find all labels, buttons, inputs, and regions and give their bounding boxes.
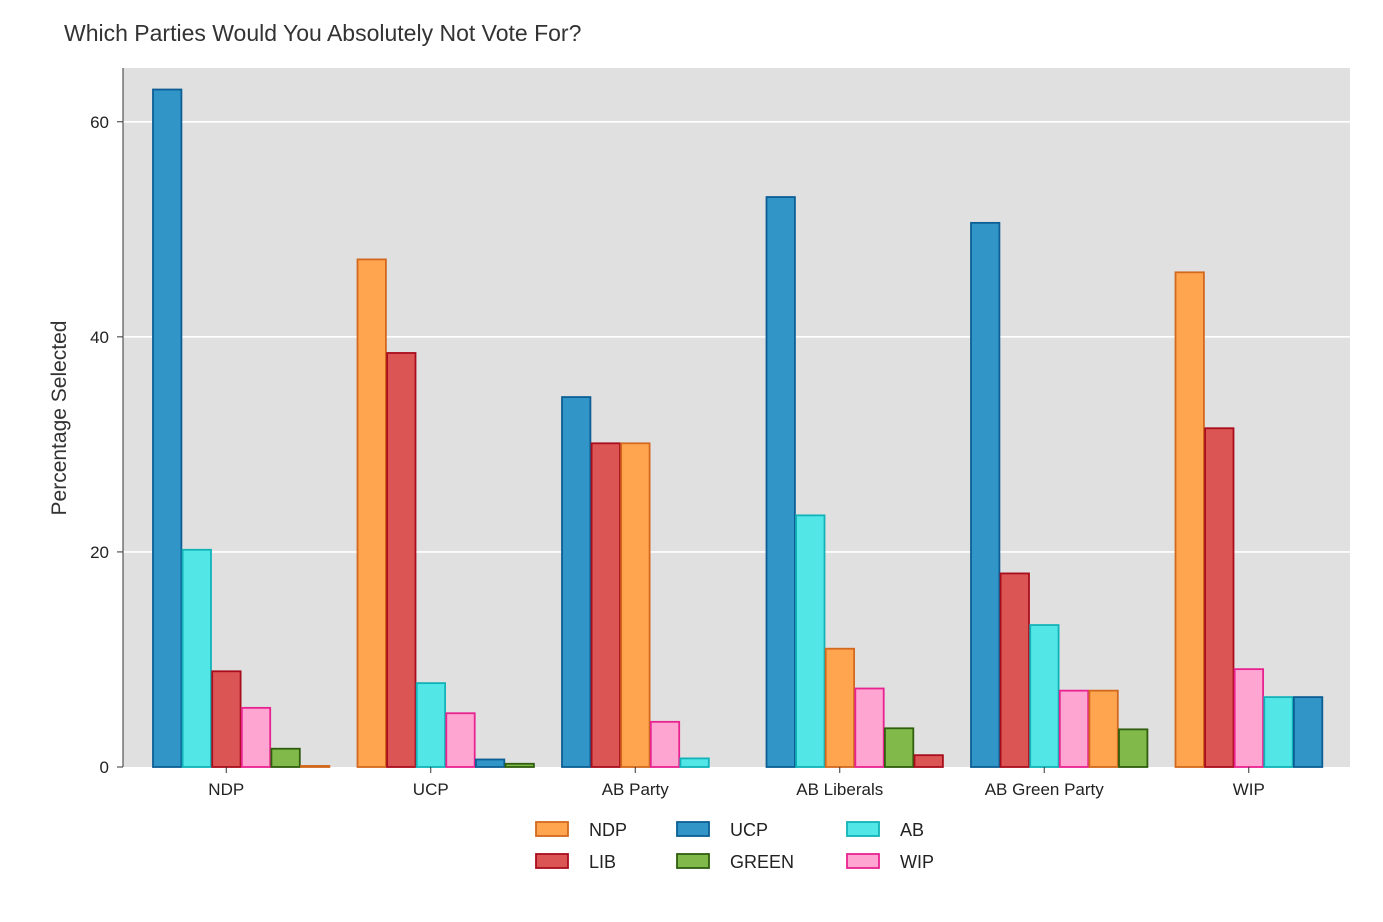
legend-label: LIB — [589, 852, 616, 872]
legend-item-lib: LIB — [535, 852, 616, 872]
legend-item-green: GREEN — [676, 852, 794, 872]
legend-swatch — [535, 821, 569, 837]
y-tick-label: 20 — [90, 543, 109, 562]
bar-ucp — [474, 758, 506, 768]
x-tick-label: AB Green Party — [985, 780, 1105, 799]
plot-panel — [123, 68, 1350, 767]
bar-lib — [211, 670, 242, 768]
bar-group-wip — [1174, 271, 1324, 768]
bar-wip — [240, 706, 272, 768]
bar-group-ab-green-party — [970, 221, 1149, 768]
x-tick-label: UCP — [413, 780, 449, 799]
bar-ucp — [152, 88, 183, 768]
bar-group-ucp — [356, 258, 535, 768]
legend-item-wip: WIP — [846, 852, 934, 872]
legend-label: AB — [900, 820, 924, 840]
bar-ndp — [356, 258, 387, 768]
bar-ab — [181, 548, 212, 768]
bar-ab — [1263, 696, 1294, 768]
y-tick-label: 0 — [100, 758, 109, 777]
legend-item-ab: AB — [846, 820, 924, 840]
bar-green — [1118, 728, 1149, 768]
x-tick-label: AB Party — [602, 780, 670, 799]
chart-title: Which Parties Would You Absolutely Not V… — [64, 20, 582, 46]
bar-lib — [999, 572, 1030, 768]
bar-lib — [1204, 427, 1235, 768]
y-axis-ticks: 0 20 40 60 — [90, 113, 123, 777]
x-tick-label: AB Liberals — [796, 780, 883, 799]
bar-lib — [913, 754, 944, 768]
bar-group-ndp — [152, 88, 331, 768]
bar-green — [504, 762, 535, 768]
x-tick-label: WIP — [1233, 780, 1265, 799]
bar-ab — [415, 682, 447, 768]
bar-ndp — [620, 442, 651, 768]
legend-item-ndp: NDP — [535, 820, 627, 840]
bar-wip — [1233, 668, 1264, 768]
legend-item-ucp: UCP — [676, 820, 768, 840]
bar-wip — [1058, 689, 1090, 768]
legend: NDP UCP AB LIB GREEN WIP — [535, 820, 934, 872]
bar-ndp — [1174, 271, 1205, 768]
legend-swatch — [676, 821, 710, 837]
legend-swatch — [676, 853, 710, 869]
bar-ab — [1029, 624, 1060, 768]
legend-swatch — [535, 853, 569, 869]
bar-group-ab-party — [561, 396, 710, 768]
bar-wip — [649, 720, 681, 768]
bar-ucp — [970, 221, 1001, 768]
plot-background — [123, 68, 1350, 767]
gridlines — [123, 120, 1350, 553]
legend-swatch — [846, 821, 880, 837]
x-axis-ticks: NDP UCP AB Party AB Liberals AB Green Party W… — [208, 767, 1265, 799]
bar-ucp — [765, 196, 796, 768]
y-tick-label: 40 — [90, 328, 109, 347]
bar-ucp — [1293, 696, 1324, 768]
bar-ucp — [561, 396, 592, 768]
bar-green — [884, 727, 915, 768]
y-axis-title: Percentage Selected — [48, 321, 71, 516]
bar-group-ab-liberals — [765, 196, 944, 768]
legend-label: WIP — [900, 852, 934, 872]
bar-ndp — [300, 765, 331, 768]
bar-ndp — [824, 647, 856, 768]
bar-lib — [386, 352, 417, 768]
legend-label: NDP — [589, 820, 627, 840]
x-tick-label: NDP — [208, 780, 244, 799]
y-tick-label: 60 — [90, 113, 109, 132]
bar-lib — [590, 442, 621, 768]
bar-wip — [445, 712, 476, 768]
bars — [152, 88, 1324, 768]
bar-green — [270, 747, 301, 768]
legend-label: GREEN — [730, 852, 794, 872]
bar-wip — [854, 687, 885, 768]
bar-ndp — [1088, 689, 1119, 768]
legend-swatch — [846, 853, 880, 869]
bar-ab — [679, 757, 710, 768]
bar-ab — [795, 514, 826, 768]
legend-label: UCP — [730, 820, 768, 840]
